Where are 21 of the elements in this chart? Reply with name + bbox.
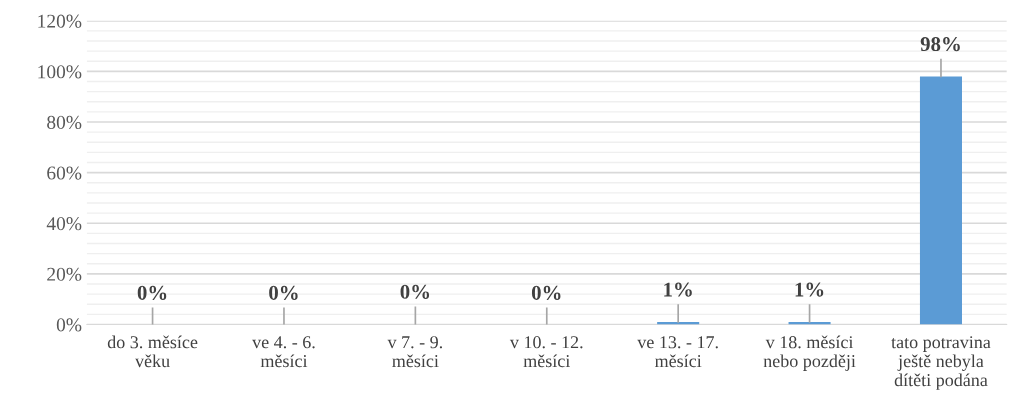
data-label: 1% [795, 282, 824, 297]
x-tick-label: tato potravina ještě nebyla dítěti podána [891, 336, 991, 390]
data-label: 0% [400, 284, 430, 299]
y-tick-label: 40% [46, 217, 82, 231]
x-tick-label: v 10. - 12. měsíci [509, 336, 583, 368]
y-tick-label: 60% [47, 166, 82, 180]
x-tick-label: do 3. měsíce věku [107, 335, 198, 368]
data-label: 0% [531, 285, 561, 300]
data-label: 0% [269, 285, 298, 300]
y-tick-label: 20% [47, 267, 82, 281]
y-tick-label: 120% [38, 14, 82, 28]
data-label: 1% [664, 282, 692, 297]
y-tick-label: 0% [56, 318, 82, 332]
x-tick-label: v 7. - 9. měsíci [387, 336, 443, 368]
x-tick-label: ve 13. - 17. měsíci [637, 336, 718, 368]
y-tick-label: 100% [38, 65, 82, 79]
y-tick-label: 80% [47, 115, 82, 130]
data-label: 98% [920, 37, 960, 52]
x-tick-label: ve 4. - 6. měsíci [252, 336, 315, 368]
x-tick-label: v 18. měsíci nebo později [763, 335, 856, 371]
data-label: 0% [137, 285, 167, 300]
